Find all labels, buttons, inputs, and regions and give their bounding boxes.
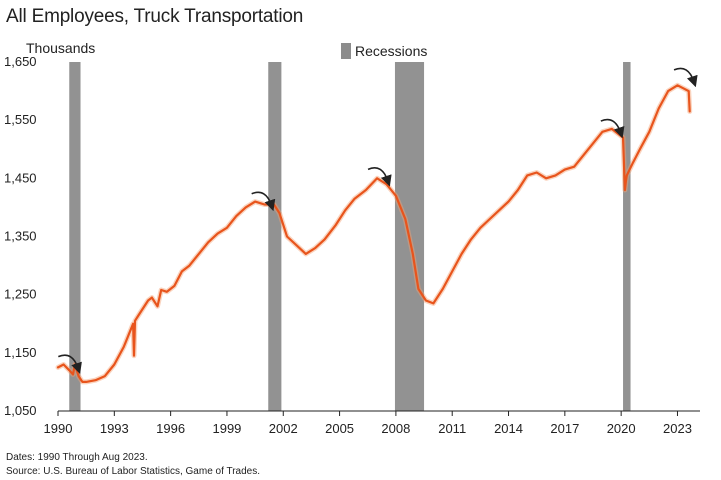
y-tick-label: 1,350 bbox=[4, 229, 37, 244]
y-tick-label: 1,650 bbox=[4, 54, 37, 69]
recession-band-1 bbox=[69, 62, 81, 411]
footnote-dates: Dates: 1990 Through Aug 2023. bbox=[6, 452, 148, 463]
x-tick-label: 1990 bbox=[44, 421, 73, 436]
x-tick-label: 2008 bbox=[381, 421, 410, 436]
x-tick-label: 2017 bbox=[550, 421, 579, 436]
x-tick-label: 2023 bbox=[663, 421, 692, 436]
y-axis-unit-label: Thousands bbox=[26, 40, 96, 56]
x-tick-label: 2005 bbox=[325, 421, 354, 436]
series-line-halo bbox=[55, 82, 693, 385]
curved-arrow-down-right-icon bbox=[251, 191, 276, 212]
recession-band-2 bbox=[268, 62, 282, 411]
chart-legend: Recessions bbox=[341, 43, 427, 59]
curved-arrow-down-right-icon bbox=[600, 118, 625, 139]
x-tick-label: 1999 bbox=[212, 421, 241, 436]
x-tick-label: 2020 bbox=[607, 421, 636, 436]
curved-arrow-down-right-icon bbox=[673, 67, 698, 88]
recession-band-4 bbox=[623, 62, 631, 411]
y-tick-label: 1,050 bbox=[4, 403, 37, 418]
footnote-source: Source: U.S. Bureau of Labor Statistics,… bbox=[6, 466, 261, 477]
curved-arrow-down-right-icon bbox=[367, 167, 392, 187]
y-tick-label: 1,550 bbox=[4, 112, 37, 127]
legend-recession-swatch bbox=[341, 43, 351, 59]
x-tick-label: 2002 bbox=[269, 421, 298, 436]
curved-arrow-down-right-icon bbox=[58, 354, 82, 374]
x-tick-label: 2014 bbox=[494, 421, 523, 436]
x-tick-label: 1996 bbox=[156, 421, 185, 436]
series-line bbox=[56, 84, 691, 383]
chart-title: All Employees, Truck Transportation bbox=[6, 6, 304, 27]
y-tick-label: 1,450 bbox=[4, 170, 37, 185]
legend-recession-label: Recessions bbox=[355, 43, 428, 59]
x-tick-label: 1993 bbox=[100, 421, 129, 436]
y-tick-label: 1,150 bbox=[4, 345, 37, 360]
y-tick-label: 1,250 bbox=[4, 287, 37, 302]
x-tick-label: 2011 bbox=[438, 421, 466, 436]
